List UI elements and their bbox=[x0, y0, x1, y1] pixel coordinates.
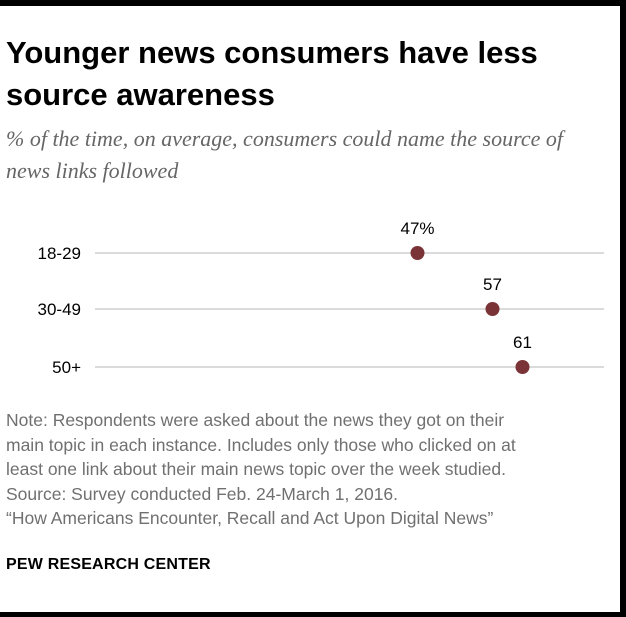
report-title-line: “How Americans Encounter, Recall and Act… bbox=[6, 508, 494, 528]
note-line: least one link about their main news top… bbox=[6, 459, 507, 479]
data-label: 47% bbox=[400, 219, 434, 238]
source-line: Source: Survey conducted Feb. 24-March 1… bbox=[6, 483, 399, 504]
data-label: 61 bbox=[513, 333, 532, 352]
note-line: main topic in each instance. Includes on… bbox=[6, 434, 516, 455]
data-point-50+ bbox=[515, 360, 530, 374]
brand-label: PEW RESEARCH CENTER bbox=[6, 556, 211, 573]
note-line: Note: Respondents were asked about the n… bbox=[6, 410, 505, 430]
category-label: 50+ bbox=[52, 358, 81, 377]
notes-block: Note: Respondents were asked about the n… bbox=[6, 408, 618, 531]
data-point-30-49 bbox=[485, 302, 500, 316]
data-point-18-29 bbox=[410, 246, 425, 260]
category-label: 30-49 bbox=[38, 300, 81, 319]
chart-title: Younger news consumers have less source … bbox=[6, 35, 538, 112]
category-label: 18-29 bbox=[38, 244, 81, 263]
chart-subtitle: % of the time, on average, consumers cou… bbox=[6, 126, 564, 183]
data-label: 57 bbox=[483, 275, 502, 294]
